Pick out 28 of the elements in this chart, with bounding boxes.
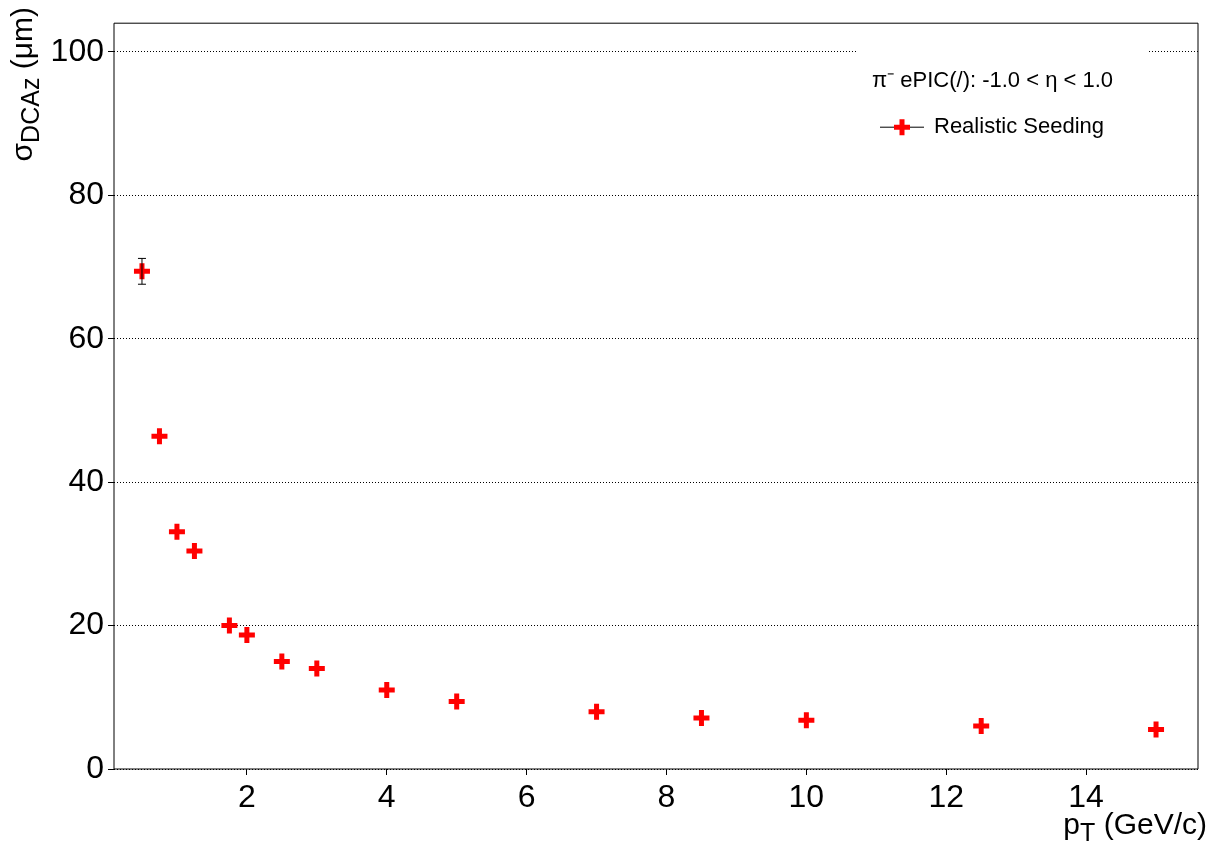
legend-label: Realistic Seeding: [934, 113, 1104, 139]
point: [166, 521, 188, 543]
x-tick-label: 10: [788, 778, 825, 815]
point: [183, 540, 205, 562]
y-tick-label: 20: [68, 605, 104, 642]
x-tick-label: 2: [237, 778, 256, 815]
x-tick-label: 12: [928, 778, 965, 815]
point: [586, 701, 608, 723]
legend-title: π⁻ ePIC(/): -1.0 < η < 1.0: [872, 67, 1114, 93]
y-tick-label: 60: [68, 318, 104, 355]
point: [306, 658, 328, 680]
point: [376, 679, 398, 701]
x-tick-label: 4: [377, 778, 396, 815]
point: [795, 709, 817, 731]
point: [218, 615, 240, 637]
point: [970, 715, 992, 737]
point: [690, 707, 712, 729]
point: [446, 691, 468, 713]
point: [271, 650, 293, 672]
y-tick-label: 100: [50, 31, 104, 68]
point: [148, 425, 170, 447]
y-tick-label: 80: [68, 175, 104, 212]
x-tick-label: 8: [657, 778, 676, 815]
x-tick-label: 6: [517, 778, 536, 815]
point: [236, 624, 258, 646]
y-tick-label: 0: [86, 748, 104, 785]
y-tick-label: 40: [68, 461, 104, 498]
point: [1145, 719, 1167, 741]
